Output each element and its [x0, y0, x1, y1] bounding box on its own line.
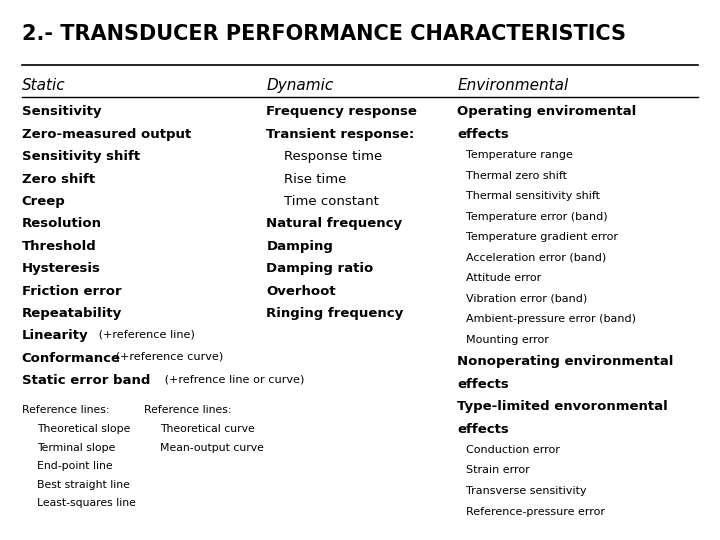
Text: Reference lines:: Reference lines:	[22, 404, 109, 415]
Text: (+refrence line or curve): (+refrence line or curve)	[161, 374, 304, 384]
Text: Temperature error (band): Temperature error (band)	[466, 212, 608, 222]
Text: Threshold: Threshold	[22, 240, 96, 253]
Text: Sensitivity shift: Sensitivity shift	[22, 150, 140, 163]
Text: Static error band: Static error band	[22, 374, 150, 387]
Text: Least-squares line: Least-squares line	[37, 498, 136, 508]
Text: Nonoperating environmental: Nonoperating environmental	[457, 355, 674, 368]
Text: Friction error: Friction error	[22, 285, 121, 298]
Text: Acceleration error (band): Acceleration error (band)	[466, 253, 606, 263]
Text: Vibration error (band): Vibration error (band)	[466, 294, 587, 304]
Text: Best straight line: Best straight line	[37, 480, 130, 490]
Text: Operating enviromental: Operating enviromental	[457, 105, 636, 118]
Text: Linearity: Linearity	[22, 329, 89, 342]
Text: Dynamic: Dynamic	[266, 78, 333, 93]
Text: Reference lines:: Reference lines:	[144, 404, 232, 415]
Text: (+reference line): (+reference line)	[95, 329, 195, 340]
Text: Sensitivity: Sensitivity	[22, 105, 101, 118]
Text: Thermal zero shift: Thermal zero shift	[466, 171, 567, 181]
Text: Mean-output curve: Mean-output curve	[160, 443, 264, 453]
Text: Strain error: Strain error	[466, 465, 530, 476]
Text: Damping: Damping	[266, 240, 333, 253]
Text: Terminal slope: Terminal slope	[37, 443, 116, 453]
Text: Environmental: Environmental	[457, 78, 569, 93]
Text: Mounting error: Mounting error	[466, 335, 549, 345]
Text: Overhoot: Overhoot	[266, 285, 336, 298]
Text: Ringing frequency: Ringing frequency	[266, 307, 404, 320]
Text: Reference-pressure error: Reference-pressure error	[466, 507, 605, 517]
Text: Response time: Response time	[284, 150, 382, 163]
Text: 2.- TRANSDUCER PERFORMANCE CHARACTERISTICS: 2.- TRANSDUCER PERFORMANCE CHARACTERISTI…	[22, 24, 626, 44]
Text: Conduction error: Conduction error	[466, 445, 559, 455]
Text: Rise time: Rise time	[284, 172, 347, 186]
Text: Zero shift: Zero shift	[22, 172, 95, 186]
Text: Conformance: Conformance	[22, 352, 121, 365]
Text: Static: Static	[22, 78, 66, 93]
Text: Theoretical curve: Theoretical curve	[160, 424, 255, 434]
Text: Zero-measured output: Zero-measured output	[22, 127, 191, 141]
Text: Type-limited envoronmental: Type-limited envoronmental	[457, 400, 668, 413]
Text: effects: effects	[457, 422, 509, 436]
Text: Resolution: Resolution	[22, 217, 102, 231]
Text: Repeatability: Repeatability	[22, 307, 122, 320]
Text: Theoretical slope: Theoretical slope	[37, 424, 131, 434]
Text: effects: effects	[457, 378, 509, 391]
Text: Temperature gradient error: Temperature gradient error	[466, 232, 618, 242]
Text: Temperature range: Temperature range	[466, 150, 572, 160]
Text: Damping ratio: Damping ratio	[266, 262, 374, 275]
Text: Transient response:: Transient response:	[266, 127, 415, 141]
Text: Natural frequency: Natural frequency	[266, 217, 402, 231]
Text: (+reference curve): (+reference curve)	[112, 352, 222, 362]
Text: Transverse sensitivity: Transverse sensitivity	[466, 486, 587, 496]
Text: effects: effects	[457, 127, 509, 141]
Text: Frequency response: Frequency response	[266, 105, 418, 118]
Text: End-point line: End-point line	[37, 461, 113, 471]
Text: Attitude error: Attitude error	[466, 273, 541, 284]
Text: Ambient-pressure error (band): Ambient-pressure error (band)	[466, 314, 636, 325]
Text: Creep: Creep	[22, 195, 66, 208]
Text: Thermal sensitivity shift: Thermal sensitivity shift	[466, 191, 600, 201]
Text: Time constant: Time constant	[284, 195, 379, 208]
Text: Hysteresis: Hysteresis	[22, 262, 101, 275]
